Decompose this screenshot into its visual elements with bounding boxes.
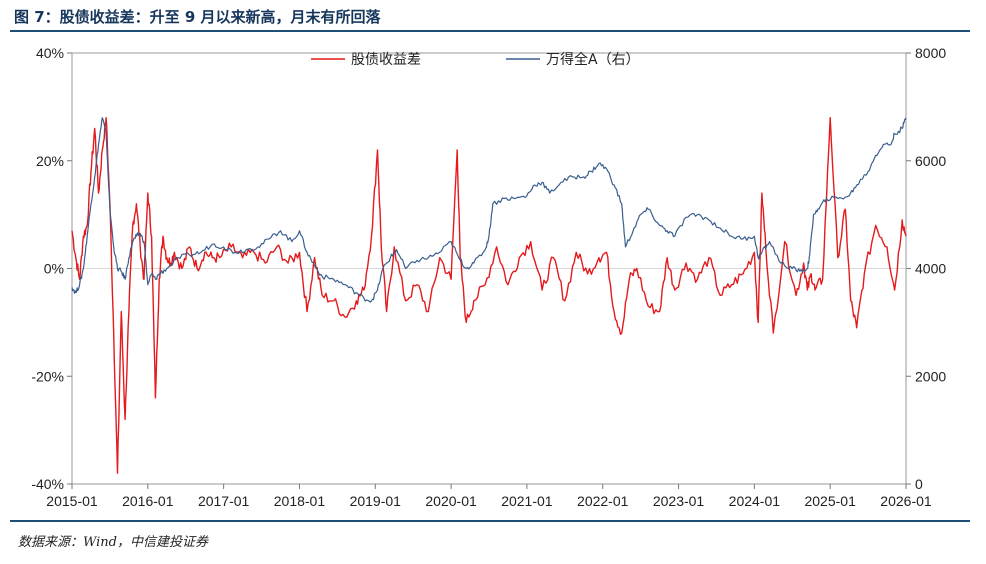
x-tick-label: 2021-01 xyxy=(501,493,553,509)
series-line-index xyxy=(71,117,907,303)
chart-series-group xyxy=(71,117,907,474)
series-line-spread xyxy=(71,117,907,474)
source-note: 数据来源：Wind，中信建投证券 xyxy=(18,535,208,550)
x-tick-label: 2022-01 xyxy=(577,493,629,509)
y-right-tick-label: 8000 xyxy=(915,45,946,61)
x-tick-label: 2015-01 xyxy=(46,493,98,509)
x-tick-label: 2024-01 xyxy=(729,493,781,509)
x-tick-label: 2025-01 xyxy=(804,493,856,509)
x-tick-label: 2023-01 xyxy=(653,493,705,509)
legend-label-index: 万得全A（右） xyxy=(546,51,640,68)
x-tick-label: 2017-01 xyxy=(198,493,250,509)
chart-legend: 股债收益差 万得全A（右） xyxy=(311,51,640,68)
y-left-tick-label: 40% xyxy=(36,45,64,61)
y-right-tick-label: 6000 xyxy=(915,153,946,169)
x-tick-label: 2016-01 xyxy=(122,493,174,509)
legend-label-spread: 股债收益差 xyxy=(351,52,421,68)
y-left-tick-label: 20% xyxy=(36,153,64,169)
chart-axes: -40% -20% 0% 20% 40% 0 2000 4000 6000 8000 2015-01… xyxy=(31,45,946,509)
x-tick-label: 2018-01 xyxy=(274,493,326,509)
x-tick-label: 2019-01 xyxy=(350,493,402,509)
x-tick-label: 2026-01 xyxy=(880,493,932,509)
x-tick-label: 2020-01 xyxy=(425,493,477,509)
y-right-tick-label: 2000 xyxy=(915,368,946,384)
y-right-tick-label: 0 xyxy=(915,476,923,492)
y-left-tick-label: -20% xyxy=(31,368,64,384)
top-rule xyxy=(10,30,970,32)
y-left-tick-label: 0% xyxy=(44,261,64,277)
bottom-rule xyxy=(10,520,970,522)
y-right-tick-label: 4000 xyxy=(915,261,946,277)
figure-title: 图 7：股债收益差：升至 9 月以来新高，月末有所回落 xyxy=(14,8,381,26)
y-left-tick-label: -40% xyxy=(31,476,64,492)
